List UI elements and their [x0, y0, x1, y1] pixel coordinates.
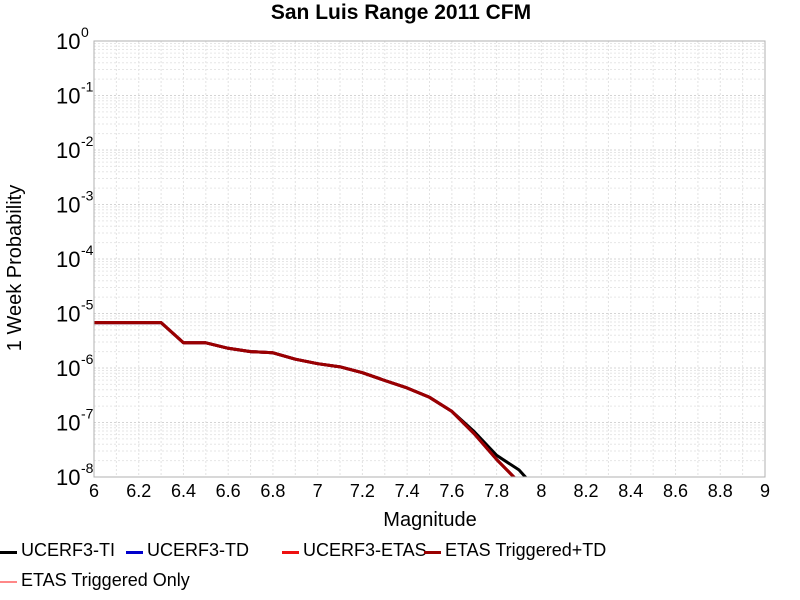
x-tick-label: 8.2 — [574, 481, 599, 501]
y-tick-base: 10 — [56, 465, 80, 490]
y-tick-base: 10 — [56, 193, 80, 218]
x-tick-label: 8 — [536, 481, 546, 501]
y-tick-exponent: -6 — [81, 351, 94, 367]
y-tick-base: 10 — [56, 138, 80, 163]
x-tick-label: 6.8 — [260, 481, 285, 501]
plot-area — [93, 40, 766, 478]
y-tick-label: 10 -6 — [56, 351, 94, 381]
legend-label: UCERF3-ETAS — [303, 539, 427, 560]
y-tick-base: 10 — [56, 247, 80, 272]
x-tick-label: 7.8 — [484, 481, 509, 501]
legend-item-ucerf3-etas: UCERF3-ETAS — [282, 538, 427, 562]
y-tick-base: 10 — [56, 356, 80, 381]
x-tick-label: 6.6 — [216, 481, 241, 501]
x-tick-label: 7.4 — [395, 481, 420, 501]
y-tick-exponent: -5 — [81, 297, 94, 313]
legend-swatch — [126, 550, 143, 554]
series-line-ucerf3-etas — [94, 321, 516, 477]
y-tick-exponent: -4 — [81, 242, 94, 258]
x-tick-label: 7.6 — [439, 481, 464, 501]
y-tick-label: 10 -2 — [56, 133, 94, 163]
y-tick-exponent: -2 — [81, 133, 94, 149]
x-tick-label: 8.4 — [618, 481, 643, 501]
series-line-etas-triggered-td — [94, 321, 516, 477]
legend-swatch — [0, 550, 17, 554]
y-tick-base: 10 — [56, 302, 80, 327]
x-axis-label: Magnitude — [383, 509, 476, 531]
x-tick-label: 7.2 — [350, 481, 375, 501]
legend: UCERF3-TI UCERF3-TD UCERF3-ETAS ETAS Trigge… — [0, 536, 800, 600]
y-tick-label: 10 -8 — [56, 460, 94, 490]
x-tick-label: 9 — [760, 481, 770, 501]
series-line-ucerf3-ti — [94, 321, 528, 477]
y-tick-label: 10 -1 — [56, 79, 94, 109]
x-tick-label: 6.2 — [126, 481, 151, 501]
x-tick-label: 8.6 — [663, 481, 688, 501]
legend-item-etas-triggered-only: ETAS Triggered Only — [0, 568, 190, 592]
y-tick-base: 10 — [56, 84, 80, 109]
legend-swatch — [0, 581, 17, 583]
y-tick-exponent: -7 — [81, 406, 94, 422]
legend-item-ucerf3-ti: UCERF3-TI — [0, 538, 115, 562]
y-tick-exponent: 0 — [81, 24, 89, 40]
legend-swatch — [424, 550, 441, 554]
grid — [93, 41, 766, 478]
x-axis-ticks: 6 6.2 6.4 6.6 6.8 7 7.2 7.4 7.6 7.8 8 8.2 8.4 8.6 8.8 9 — [89, 481, 770, 501]
x-tick-label: 6.4 — [171, 481, 196, 501]
y-tick-label: 10 -5 — [56, 297, 94, 327]
legend-item-ucerf3-td: UCERF3-TD — [126, 538, 249, 562]
legend-label: UCERF3-TI — [21, 539, 115, 560]
y-tick-label: 10 -3 — [56, 188, 94, 218]
y-tick-label: 10 0 — [56, 24, 89, 54]
chart-title: San Luis Range 2011 CFM — [271, 1, 531, 24]
y-tick-label: 10 -7 — [56, 406, 94, 436]
legend-label: ETAS Triggered+TD — [445, 539, 607, 560]
y-tick-exponent: -3 — [81, 188, 94, 204]
x-tick-label: 6 — [89, 481, 99, 501]
y-axis-label: 1 Week Probability — [4, 185, 26, 351]
legend-label: ETAS Triggered Only — [21, 569, 190, 590]
legend-swatch — [282, 550, 299, 554]
x-tick-label: 8.8 — [708, 481, 733, 501]
series-lines — [94, 321, 528, 477]
y-tick-exponent: -1 — [81, 79, 94, 95]
x-tick-label: 7 — [313, 481, 323, 501]
series-line-ucerf3-td — [94, 321, 516, 477]
legend-item-etas-triggered-td: ETAS Triggered+TD — [424, 538, 606, 562]
y-tick-exponent: -8 — [81, 460, 94, 476]
y-tick-base: 10 — [56, 29, 80, 54]
y-tick-label: 10 -4 — [56, 242, 94, 272]
y-tick-base: 10 — [56, 411, 80, 436]
legend-label: UCERF3-TD — [147, 539, 249, 560]
